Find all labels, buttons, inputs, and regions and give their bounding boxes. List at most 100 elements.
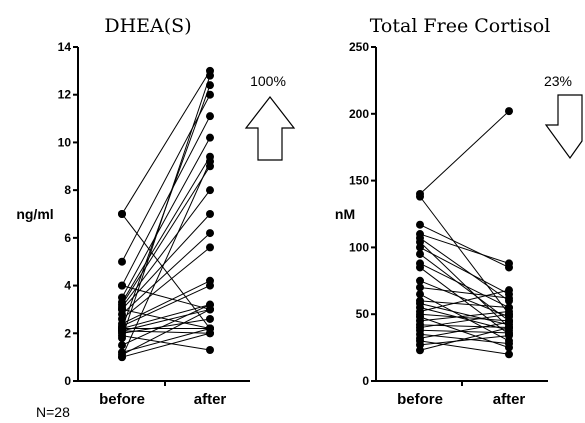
decrease-arrow-icon [544,94,583,160]
cortisol-pair-line [419,311,510,322]
dhea-y-tick-label: 14 [58,40,72,54]
cortisol-panel: Total Free Cortisol nM before after 0 50 1… [335,15,583,408]
cortisol-after-point [505,107,513,116]
dhea-pair-line [121,166,211,305]
cortisol-after-point [505,310,513,319]
dhea-after-point [206,90,214,99]
dhea-after-point [206,329,214,338]
dhea-after-point [206,345,214,354]
dhea-before-point [118,353,126,362]
dhea-before-point [118,281,126,290]
dhea-after-point [206,71,214,80]
cortisol-change-percent: 23% [544,73,572,89]
dhea-y-tick-label: 12 [58,88,72,102]
cortisol-pair-line [419,262,510,308]
dhea-pair-line [121,161,211,358]
dhea-pair-line [121,285,211,327]
cortisol-pair-line [419,196,510,315]
dhea-pair-line [121,280,211,325]
dhea-pair-line [121,308,211,330]
dhea-pair-line [121,247,211,320]
dhea-pair-line [121,308,211,332]
dhea-after-point [206,81,214,90]
dhea-before-point [118,341,126,350]
cortisol-y-axis-label: nM [335,206,355,222]
dhea-pair-line [121,285,211,310]
cortisol-pair-line [419,307,510,331]
cortisol-after-point [505,323,513,332]
dhea-change-percent: 100% [250,73,286,89]
cortisol-before-point [416,220,424,229]
cortisol-after-point [505,350,513,359]
cortisol-pair-line [419,110,510,195]
increase-arrow-icon [244,96,296,161]
dhea-after-point [206,133,214,142]
dhea-pair-line [121,332,211,358]
dhea-y-tick-label: 4 [64,279,71,293]
cortisol-before-point [416,283,424,292]
dhea-pair-line [121,308,211,356]
dhea-before-point [118,257,126,266]
dhea-after-point [206,186,214,195]
dhea-pair-line [121,232,211,315]
dhea-y-tick-label: 6 [64,231,71,245]
cortisol-y-tick-label: 200 [349,107,369,121]
dhea-data-pairs [118,66,214,362]
cortisol-pair-line [419,313,510,329]
cortisol-after-point [505,331,513,340]
dhea-pair-line [121,94,211,262]
cortisol-before-point [416,346,424,355]
cortisol-after-point [505,259,513,268]
dhea-after-point [206,157,214,166]
cortisol-pair-line [419,289,510,313]
cortisol-before-point [416,276,424,285]
dhea-y-tick-label: 8 [64,183,71,197]
dhea-before-point [118,210,126,218]
dhea-after-point [206,229,214,238]
cortisol-pair-line [419,224,510,268]
cortisol-pair-line [419,329,510,334]
cortisol-y-tick-label: 250 [349,40,369,54]
cortisol-before-point [416,250,424,259]
dhea-pair-line [121,213,211,329]
cortisol-y-tick-label: 50 [356,307,370,321]
cortisol-pair-line [419,321,510,339]
cortisol-pair-line [419,286,510,299]
dhea-y-tick-label: 2 [64,326,71,340]
cortisol-chart-title: Total Free Cortisol [370,15,551,37]
dhea-pair-line [121,213,211,310]
cortisol-pair-line [419,300,510,309]
dhea-pair-line [121,75,211,339]
cortisol-before-point [416,243,424,252]
dhea-after-point [206,210,214,218]
dhea-pair-line [121,328,211,353]
dhea-after-point [206,281,214,290]
cortisol-pair-line [419,233,510,264]
cortisol-x-tick-before: before [397,391,443,408]
dhea-y-tick-label: 10 [58,135,72,149]
dhea-panel: DHEA(S) ng/ml before after 0 2 4 6 8 10 12 14 1… [16,15,296,408]
cortisol-y-ticks: 0 50 100 150 200 250 [349,40,376,388]
cortisol-y-tick-label: 0 [362,374,369,388]
cortisol-pair-line [419,246,510,295]
cortisol-after-point [505,339,513,348]
dhea-after-point [206,305,214,314]
cortisol-x-tick-after: after [493,391,526,408]
dhea-pair-line [121,304,211,346]
dhea-after-point [206,112,214,121]
cortisol-after-point [505,294,513,303]
dhea-y-tick-label: 0 [64,374,71,388]
cortisol-pair-line [419,335,510,346]
cortisol-before-point [416,192,424,201]
sample-size-note: N=28 [36,404,70,420]
cortisol-y-tick-label: 150 [349,174,369,188]
cortisol-pair-line [419,280,510,318]
cortisol-before-point [416,263,424,272]
cortisol-after-point [505,286,513,295]
dhea-pair-line [121,156,211,303]
dhea-x-tick-before: before [99,391,145,408]
dhea-pair-line [121,70,211,215]
cortisol-pair-line [419,303,510,326]
dhea-after-point [206,243,214,252]
